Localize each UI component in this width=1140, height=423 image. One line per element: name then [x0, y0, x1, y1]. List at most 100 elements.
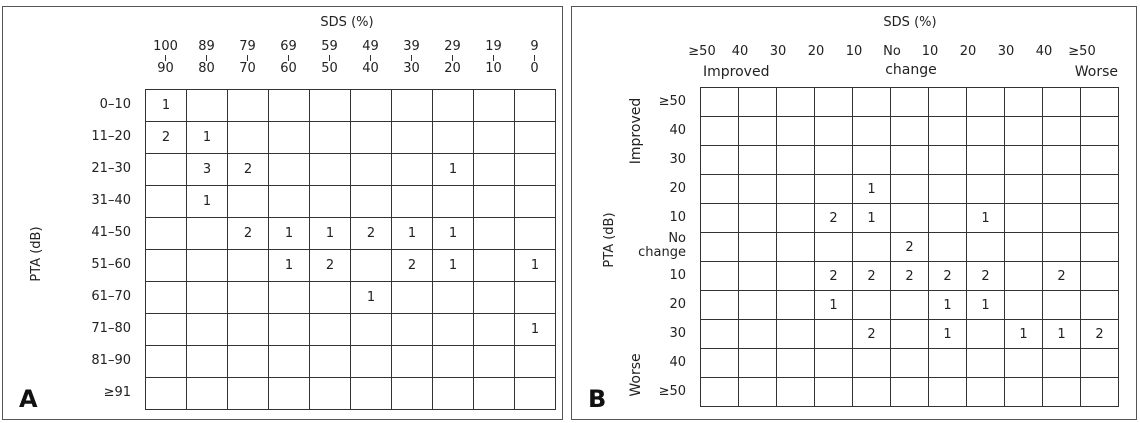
grid-cell: [145, 217, 187, 250]
grid-cell: [309, 313, 351, 346]
grid-cell: [514, 185, 556, 218]
grid-cell: [1080, 377, 1119, 407]
grid-cell: 2: [391, 249, 433, 282]
grid-cell: 1: [432, 249, 474, 282]
row-label: ≥50: [658, 384, 686, 399]
grid-cell: [145, 377, 187, 410]
grid-cell: [814, 232, 853, 262]
grid-cell: [391, 313, 433, 346]
grid-cell: [514, 217, 556, 250]
column-header: ≥50: [1068, 44, 1096, 59]
grid-cell: [928, 116, 967, 146]
grid-cell: [350, 313, 392, 346]
grid-cell: [268, 121, 310, 154]
table-row: 1: [700, 174, 1119, 204]
grid-cell: [1080, 145, 1119, 175]
panel-b: SDS (%) ≥50 40 30 20 10 No 10 20 30 40 ≥50 Improve…: [571, 6, 1137, 420]
grid-cell: [391, 153, 433, 186]
grid-cell: [432, 185, 474, 218]
grid-cell: [738, 377, 777, 407]
grid-cell: 2: [852, 261, 891, 291]
table-row: [700, 377, 1119, 407]
column-header: 30: [997, 44, 1015, 59]
table-row: [700, 116, 1119, 146]
grid-cell: [814, 87, 853, 117]
grid-cell: 1: [928, 290, 967, 320]
grid-cell: 1: [514, 249, 556, 282]
grid-cell: [776, 203, 815, 233]
grid-cell: [966, 232, 1005, 262]
x-axis-title: SDS (%): [883, 15, 937, 30]
grid-cell: [738, 203, 777, 233]
grid-cell: 1: [966, 290, 1005, 320]
grid-cell: [391, 89, 433, 122]
grid-cell: [776, 232, 815, 262]
grid-cell: [966, 116, 1005, 146]
column-header-top: 9: [530, 39, 539, 54]
grid-cell: [928, 232, 967, 262]
row-label: 31–40: [91, 193, 131, 208]
grid-cell: [814, 319, 853, 349]
grid-cell: 1: [928, 319, 967, 349]
grid-cell: [890, 174, 929, 204]
grid-cell: [309, 281, 351, 314]
grid-cell: [227, 281, 269, 314]
grid-cell: [700, 87, 739, 117]
panel-a: SDS (%) 100 90 89 80 79 70 69 60 59 50 49 40 39 30 29 2…: [2, 6, 563, 420]
row-label: No: [668, 231, 686, 246]
column-header: 89 80: [189, 40, 225, 76]
column-header: 39 30: [394, 40, 430, 76]
grid-cell: [700, 232, 739, 262]
grid-cell: [814, 174, 853, 204]
grid-cell: [776, 319, 815, 349]
row-label: 20: [669, 297, 686, 312]
column-header-tick: [452, 55, 453, 61]
grid-cell: [966, 145, 1005, 175]
grid-cell: 1: [852, 203, 891, 233]
row-label: 10: [669, 268, 686, 283]
column-header: ≥50: [688, 44, 716, 59]
grid-cell: [309, 185, 351, 218]
grid-cell: [1080, 203, 1119, 233]
grid-cell: 2: [309, 249, 351, 282]
grid-cell: [890, 116, 929, 146]
grid-cell: [1004, 203, 1043, 233]
grid-cell: [1080, 261, 1119, 291]
grid-cell: 1: [1042, 319, 1081, 349]
row-label: 41–50: [91, 225, 131, 240]
panel-letter: A: [19, 385, 38, 413]
grid-cell: [227, 313, 269, 346]
row-label: 0–10: [99, 97, 131, 112]
grid-cell: 2: [814, 261, 853, 291]
grid-cell: [852, 145, 891, 175]
column-header-tick: [534, 55, 535, 61]
grid-cell: [852, 116, 891, 146]
grid-cell: 2: [966, 261, 1005, 291]
grid-cell: [928, 87, 967, 117]
grid-cell: [473, 185, 515, 218]
grid-cell: [350, 249, 392, 282]
grid-cell: [227, 377, 269, 410]
table-row: [700, 348, 1119, 378]
column-header: 79 70: [230, 40, 266, 76]
column-header-bottom: 40: [362, 61, 379, 76]
grid-cell: [350, 121, 392, 154]
grid-cell: [1004, 116, 1043, 146]
grid-cell: [1042, 174, 1081, 204]
grid-cell: [186, 313, 228, 346]
grid-cell: [145, 185, 187, 218]
column-header: 30: [769, 44, 787, 59]
grid-cell: [350, 89, 392, 122]
grid-cell: [1004, 261, 1043, 291]
grid-cell: [514, 377, 556, 410]
grid-cell: [890, 377, 929, 407]
grid-cell: [473, 377, 515, 410]
x-group-worse: Worse: [1074, 64, 1118, 80]
column-header-tick: [206, 55, 207, 61]
grid-cell: [1042, 290, 1081, 320]
grid-cell: [966, 174, 1005, 204]
grid-cell: [1080, 290, 1119, 320]
grid-cell: [928, 203, 967, 233]
